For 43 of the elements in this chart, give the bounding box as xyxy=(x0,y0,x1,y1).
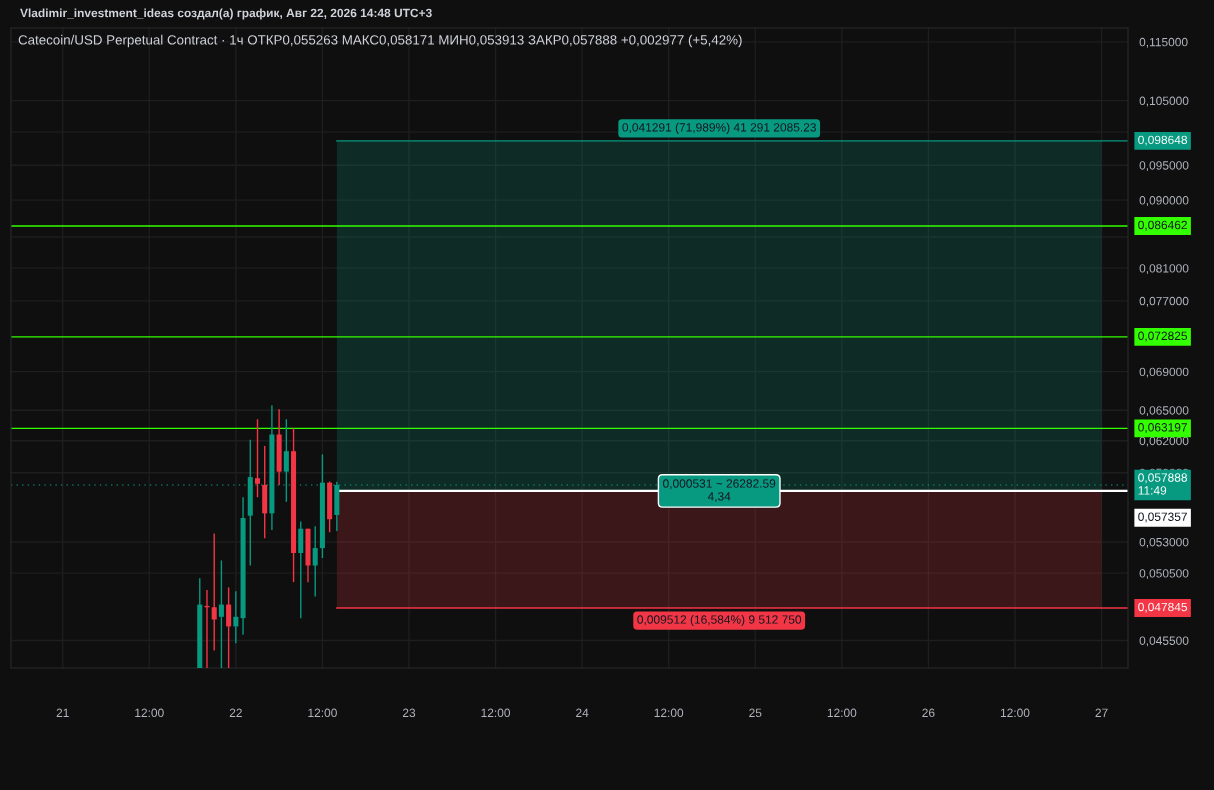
x-tick-label: 12:00 xyxy=(308,708,337,718)
ref-line-label: 0,057357 xyxy=(1138,512,1187,523)
y-tick-label: 0,065000 xyxy=(1139,406,1189,417)
y-tick-label: 0,050500 xyxy=(1139,569,1189,580)
y-tick-label: 0,090000 xyxy=(1139,196,1189,206)
ref-line-label: 0,063197 xyxy=(1138,423,1187,433)
chart-title: Vladimir_investment_ideas создал(а) график, Авг 22, 2026 14:48 UTC+3 xyxy=(20,8,432,20)
x-tick-label: 25 xyxy=(749,708,762,718)
y-tick-label: 0,115000 xyxy=(1139,37,1188,48)
ref-line-label: 0,047845 xyxy=(1138,602,1188,613)
band-label: 0,009512 (16,584%) 9 512 750 xyxy=(637,614,802,627)
candlestick xyxy=(233,590,239,645)
ref-line-label: 0,057888 11:49 xyxy=(1138,473,1188,495)
y-tick-label: 0,095000 xyxy=(1139,161,1189,172)
ref-line-label: 0,072825 xyxy=(1138,331,1188,342)
band-label: 0,041291 (71,989%) 41 291 2085.23 xyxy=(622,122,816,134)
y-tick-label: 0,045500 xyxy=(1139,636,1189,647)
y-tick-label: 0,081000 xyxy=(1139,264,1189,274)
y-tick-label: 0,069000 xyxy=(1139,367,1189,378)
candlestick xyxy=(211,532,217,652)
y-tick-label: 0,053000 xyxy=(1139,537,1189,548)
candlestick xyxy=(312,525,318,598)
x-tick-label: 24 xyxy=(576,708,589,717)
x-tick-label: 12:00 xyxy=(481,708,511,718)
x-tick-label: 23 xyxy=(402,708,416,718)
candlestick xyxy=(254,418,261,498)
y-tick-label: 0,062000 xyxy=(1139,436,1189,447)
x-tick-label: 22 xyxy=(229,708,242,717)
y-tick-label: 0,077000 xyxy=(1139,296,1189,307)
ref-line-label: 0,098648 xyxy=(1138,135,1188,146)
chart-subtitle: Catecoin/USD Perpetual Contract · 1ч ОТКР0,055263 МАКС0,058171 МИН0,053913 ЗАКР0,057888 +0,002977 (+5,42%) xyxy=(18,34,742,48)
x-tick-label: 12:00 xyxy=(654,708,684,718)
x-tick-label: 26 xyxy=(922,708,935,718)
x-tick-label: 12:00 xyxy=(135,708,164,718)
candlestick xyxy=(226,586,232,668)
ref-line-label: 0,086462 xyxy=(1138,220,1187,231)
candlestick xyxy=(218,559,224,668)
x-tick-label: 12:00 xyxy=(1000,708,1030,718)
x-tick-label: 21 xyxy=(56,708,69,717)
x-tick-label: 12:00 xyxy=(827,708,857,718)
annotation: 0,000531 ~ 26282.59 4,34 xyxy=(663,479,776,503)
y-tick-label: 0,105000 xyxy=(1139,96,1189,107)
x-tick-label: 27 xyxy=(1095,708,1108,717)
